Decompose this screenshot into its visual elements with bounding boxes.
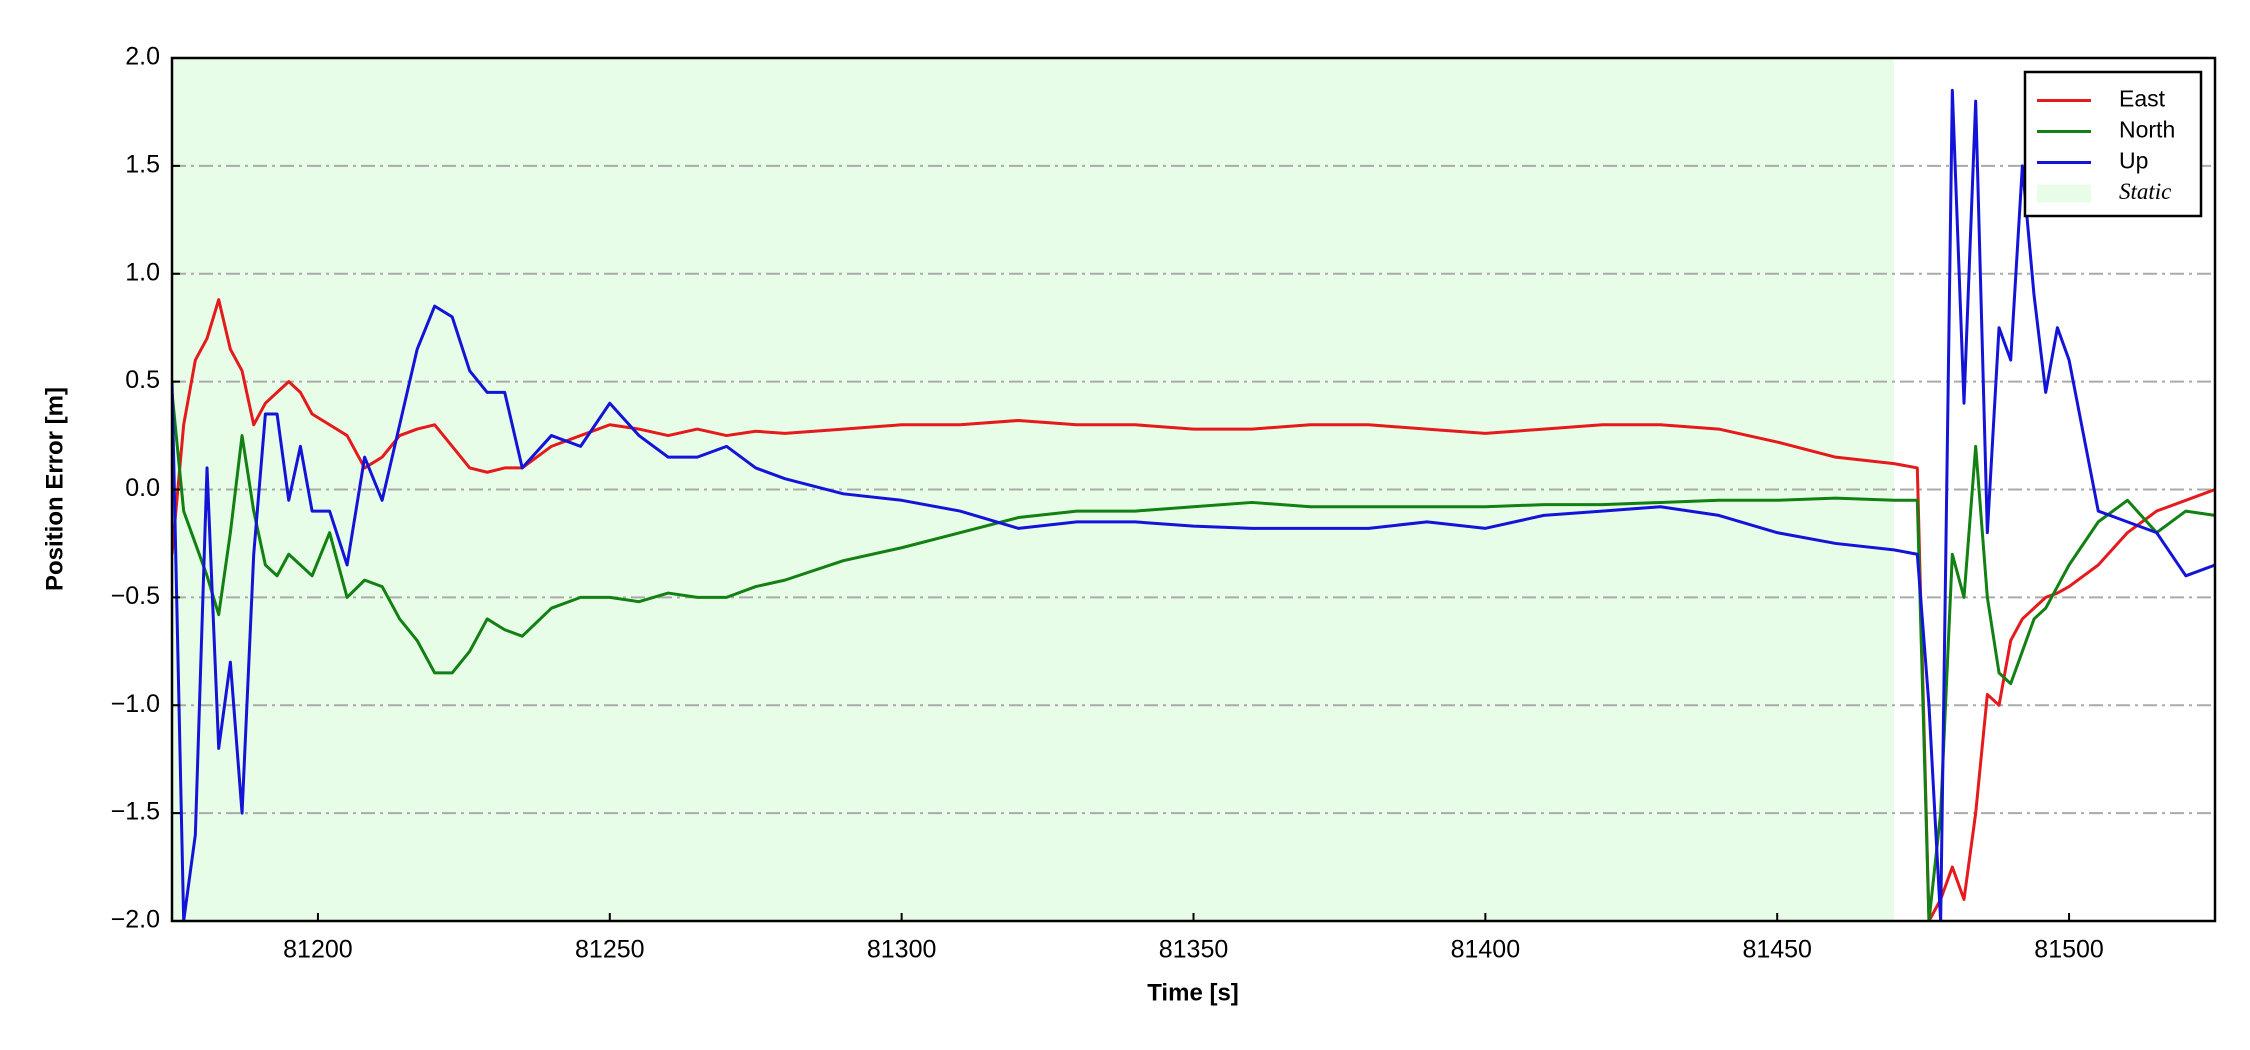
y-tick-label: −1.5 — [111, 798, 160, 826]
x-tick-label: 81300 — [867, 936, 937, 964]
y-tick-label: −0.5 — [111, 582, 160, 610]
y-tick-label: 2.0 — [125, 43, 160, 71]
x-tick-label: 81350 — [1159, 936, 1229, 964]
series-line — [172, 298, 2215, 921]
x-tick-label: 81200 — [283, 936, 353, 964]
y-tick-label: −2.0 — [111, 906, 160, 934]
x-tick-label: 81450 — [1742, 936, 1812, 964]
legend-label: Up — [2119, 148, 2148, 174]
x-tick-label: 81400 — [1451, 936, 1521, 964]
y-tick-label: 0.0 — [125, 474, 160, 502]
x-axis-label: Time [s] — [1147, 979, 1239, 1006]
y-tick-label: 1.0 — [125, 258, 160, 286]
legend-swatch — [2037, 184, 2091, 203]
legend-label: East — [2119, 86, 2166, 112]
series-line — [172, 88, 2215, 921]
y-tick-label: 0.5 — [125, 366, 160, 394]
x-tick-label: 81250 — [575, 936, 645, 964]
legend-label: North — [2119, 117, 2175, 143]
series-line — [172, 392, 2215, 921]
legend-label: Static — [2119, 179, 2171, 204]
x-tick-label: 81500 — [2034, 936, 2104, 964]
y-tick-label: −1.0 — [111, 690, 160, 718]
y-tick-label: 1.5 — [125, 150, 160, 178]
y-axis-label: Position Error [m] — [41, 387, 68, 591]
